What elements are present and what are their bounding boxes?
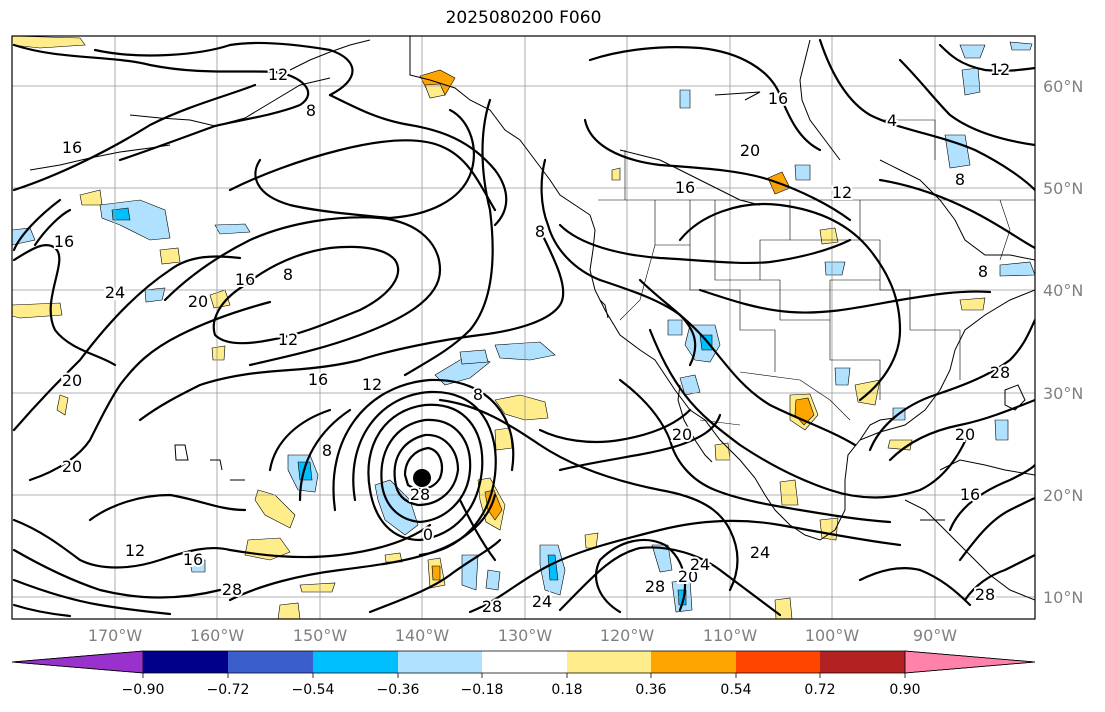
contour-label: 4 [887, 111, 897, 130]
colorbar-extend-min [11, 650, 144, 674]
contour-label: 12 [362, 375, 382, 394]
colorbar-swatch [143, 651, 228, 673]
contour-label: 16 [675, 178, 695, 197]
lat-label: 10°N [1043, 588, 1084, 607]
colorbar-swatch [398, 651, 482, 673]
colorbar-swatch [736, 651, 820, 673]
contour-label: 16 [54, 232, 74, 251]
colorbar-tick-label: −0.54 [291, 682, 335, 698]
contour-label: 20 [955, 425, 975, 444]
colorbar-tick-label: 0.36 [635, 682, 667, 698]
contour-label: 20 [678, 567, 698, 586]
contour-lines [12, 38, 1035, 618]
lon-label: 130°W [497, 626, 553, 645]
contour-label: 28 [645, 577, 665, 596]
lat-label: 50°N [1043, 179, 1084, 198]
colorbar-swatch [567, 651, 651, 673]
colorbar-tick-label: −0.90 [121, 682, 165, 698]
map-frame [11, 35, 1036, 620]
negative-shading [12, 41, 1035, 613]
colorbar-tick-label: 0.72 [804, 682, 836, 698]
lon-label: 170°W [87, 626, 143, 645]
contour-label: 16 [183, 550, 203, 569]
contour-label: 12 [990, 60, 1010, 79]
storm-center-marker [413, 469, 431, 487]
colorbar-tick-label: −0.18 [460, 682, 504, 698]
contour-label: 8 [306, 101, 316, 120]
contour-label: 8 [955, 170, 965, 189]
colorbar-swatch [482, 651, 567, 673]
contour-label: 12 [278, 330, 298, 349]
lat-label: 60°N [1043, 77, 1084, 96]
contour-label: 16 [62, 138, 82, 157]
contour-label: 24 [532, 592, 552, 611]
lon-label: 160°W [189, 626, 245, 645]
contour-label: 12 [125, 541, 145, 560]
colorbar-tick-label: 0.18 [551, 682, 583, 698]
colorbar-tick-label: 0.90 [889, 682, 921, 698]
contour-label: 24 [750, 543, 770, 562]
colorbar-swatch [651, 651, 736, 673]
contour-label: 20 [188, 292, 208, 311]
colorbar-extend-max [904, 650, 1036, 674]
contour-label: 24 [105, 283, 125, 302]
contour-label: 8 [322, 441, 332, 460]
contour-label: 28 [222, 580, 242, 599]
contour-label: 8 [535, 222, 545, 241]
lat-label: 40°N [1043, 281, 1084, 300]
contour-label: 8 [473, 385, 483, 404]
colorbar-ticks [142, 673, 906, 678]
lon-label: 120°W [599, 626, 655, 645]
lon-label: 100°W [804, 626, 860, 645]
lon-label: 150°W [292, 626, 348, 645]
contour-label: 8 [283, 265, 293, 284]
colorbar-tick-label: −0.36 [376, 682, 420, 698]
colorbar-tick-label: −0.72 [206, 682, 250, 698]
contour-label: 28 [975, 585, 995, 604]
colorbar-tick-label: 0.54 [720, 682, 752, 698]
contour-label: 20 [62, 371, 82, 390]
contour-label: 16 [960, 485, 980, 504]
lon-label: 110°W [702, 626, 758, 645]
colorbar [11, 650, 1036, 678]
map-title: 2025080200 F060 [445, 8, 602, 28]
contour-label: 28 [990, 363, 1010, 382]
contour-label: 20 [62, 457, 82, 476]
contour-label: 8 [978, 262, 988, 281]
contour-label: 12 [268, 65, 288, 84]
contour-label: 16 [308, 370, 328, 389]
colorbar-swatch [228, 651, 313, 673]
lat-label: 30°N [1043, 384, 1084, 403]
contour-label: 24 [690, 555, 710, 574]
contour-label: 20 [740, 141, 760, 160]
contour-label: 0 [423, 525, 433, 544]
map-plot-area: 12 8 16 16 20 16 12 8 24 16 20 8 12 16 1… [12, 36, 1035, 619]
contour-label-group: 12 8 16 16 20 16 12 8 24 16 20 8 12 16 1… [52, 58, 1012, 618]
contour-label: 28 [482, 597, 502, 616]
lon-label: 140°W [394, 626, 450, 645]
contour-label: 16 [768, 89, 788, 108]
lat-label: 20°N [1043, 486, 1084, 505]
contour-label: 28 [410, 485, 430, 504]
lon-label: 90°W [912, 626, 958, 645]
colorbar-swatch [313, 651, 398, 673]
contour-label: 12 [832, 183, 852, 202]
contour-label: 16 [235, 270, 255, 289]
colorbar-swatch [820, 651, 905, 673]
contour-label: 20 [672, 425, 692, 444]
